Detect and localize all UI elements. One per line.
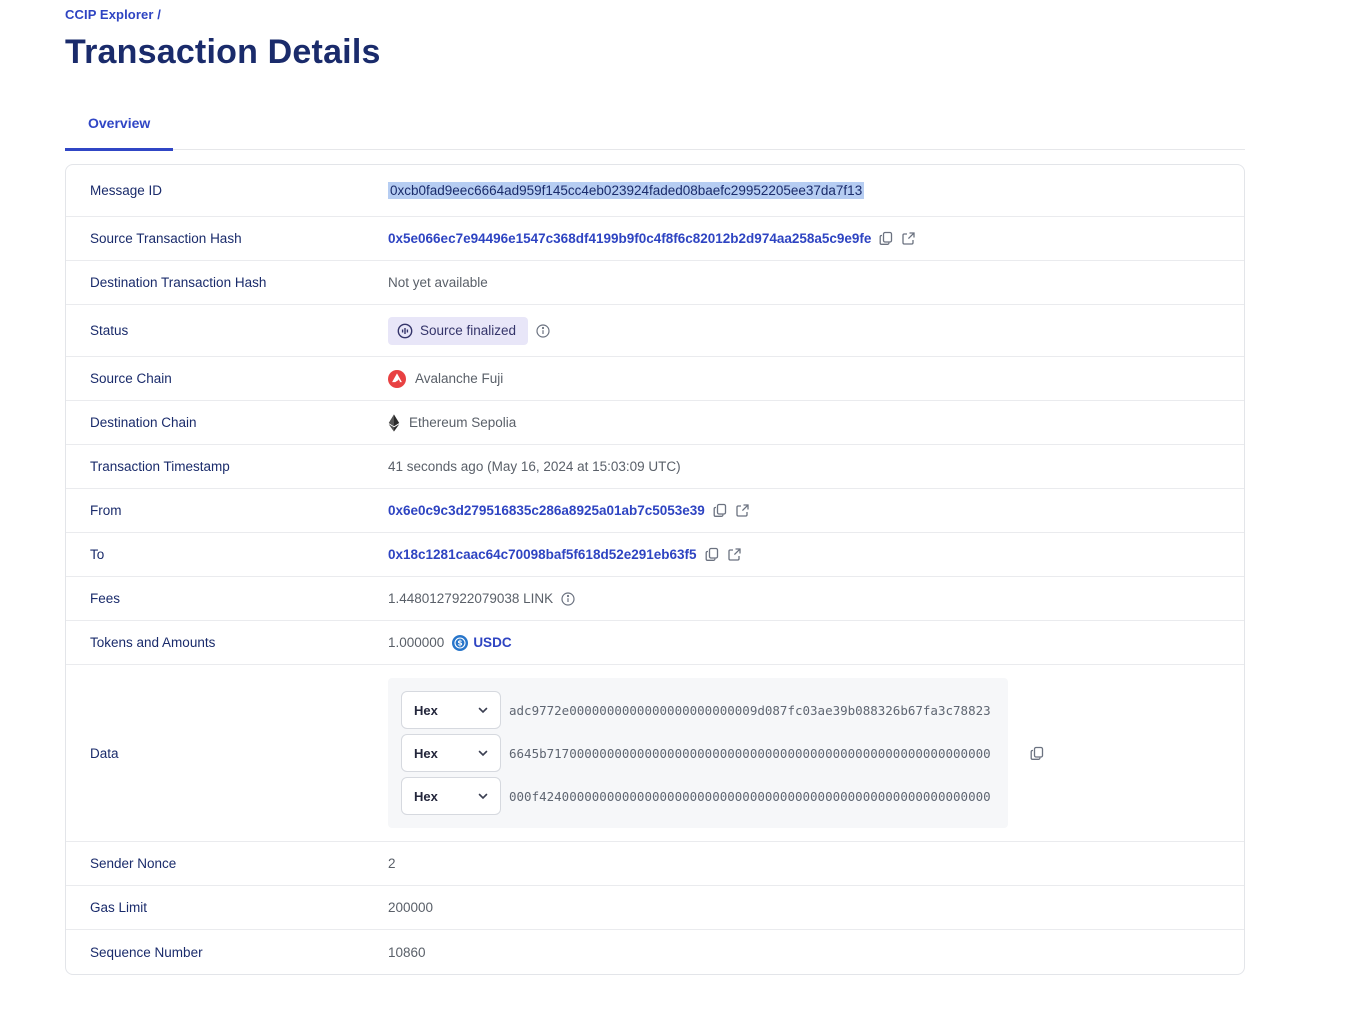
table-row-from: From 0x6e0c9c3d279516835c286a8925a01ab7c… xyxy=(66,489,1244,533)
gas-limit-value: 200000 xyxy=(388,900,434,915)
table-row-sender-nonce: Sender Nonce 2 xyxy=(66,842,1244,886)
token-amount: 1.000000 xyxy=(388,635,445,650)
table-row-dest-tx-hash: Destination Transaction Hash Not yet ava… xyxy=(66,261,1244,305)
chevron-down-icon xyxy=(478,750,488,757)
table-row-to: To 0x18c1281caac64c70098baf5f618d52e291e… xyxy=(66,533,1244,577)
tab-overview[interactable]: Overview xyxy=(65,115,174,151)
copy-icon[interactable] xyxy=(879,231,894,246)
page-title: Transaction Details xyxy=(65,33,381,71)
row-label: Status xyxy=(90,323,129,338)
dest-tx-hash-value: Not yet available xyxy=(388,275,488,290)
table-row-data: Data Hex adc9772e00000000000000000000000… xyxy=(66,665,1244,842)
data-hex-value: 000f424000000000000000000000000000000000… xyxy=(509,788,991,804)
data-hex-line: Hex 000f42400000000000000000000000000000… xyxy=(401,777,995,815)
row-label: Gas Limit xyxy=(90,900,148,915)
breadcrumb: CCIP Explorer / xyxy=(65,7,1245,22)
row-label: To xyxy=(90,547,105,562)
external-link-icon[interactable] xyxy=(736,504,749,517)
hex-encoding-select[interactable]: Hex xyxy=(401,691,501,729)
data-hex-line: Hex adc9772e0000000000000000000000009d08… xyxy=(401,691,995,729)
sender-nonce-value: 2 xyxy=(388,856,396,871)
external-link-icon[interactable] xyxy=(902,232,916,245)
from-address-link[interactable]: 0x6e0c9c3d279516835c286a8925a01ab7c5053e… xyxy=(388,503,705,518)
row-label: Message ID xyxy=(90,183,163,198)
row-label: Tokens and Amounts xyxy=(90,635,216,650)
row-label: Sequence Number xyxy=(90,944,203,960)
fees-value: 1.4480127922079038 LINK xyxy=(388,591,554,606)
hex-encoding-select[interactable]: Hex xyxy=(401,777,501,815)
progress-signal-icon xyxy=(397,323,413,339)
row-label: Data xyxy=(90,745,119,761)
row-label: Transaction Timestamp xyxy=(90,459,230,474)
copy-icon[interactable] xyxy=(713,503,728,518)
hex-encoding-value: Hex xyxy=(414,745,438,761)
table-row-tokens: Tokens and Amounts 1.000000 $ USDC xyxy=(66,621,1244,665)
hex-encoding-value: Hex xyxy=(414,788,438,804)
usdc-icon: $ xyxy=(452,634,469,651)
row-label: Source Chain xyxy=(90,371,172,386)
table-row-dest-chain: Destination Chain Ethereum Sepolia xyxy=(66,401,1244,445)
info-icon[interactable] xyxy=(561,591,575,606)
source-tx-hash-link[interactable]: 0x5e066ec7e94496e1547c368df4199b9f0c4f8f… xyxy=(388,231,872,246)
data-hex-line: Hex 6645b7170000000000000000000000000000… xyxy=(401,734,995,772)
row-label: Fees xyxy=(90,591,121,606)
table-row-timestamp: Transaction Timestamp 41 seconds ago (Ma… xyxy=(66,445,1244,489)
source-chain-name: Avalanche Fuji xyxy=(415,371,504,386)
table-row-source-tx-hash: Source Transaction Hash 0x5e066ec7e94496… xyxy=(66,217,1244,261)
data-hex-value: 6645b71700000000000000000000000000000000… xyxy=(509,745,991,761)
usdc-token-link[interactable]: $ USDC xyxy=(452,634,512,651)
sequence-number-value: 10860 xyxy=(388,944,426,960)
transaction-details-table: Message ID 0xcb0fad9eec6664ad959f145cc4e… xyxy=(65,164,1245,975)
info-icon[interactable] xyxy=(536,323,550,338)
ethereum-sepolia-icon xyxy=(388,414,400,432)
table-row-fees: Fees 1.4480127922079038 LINK xyxy=(66,577,1244,621)
message-id-value: 0xcb0fad9eec6664ad959f145cc4eb023924fade… xyxy=(388,182,865,199)
table-row-sequence-number: Sequence Number 10860 xyxy=(66,930,1244,974)
hex-encoding-value: Hex xyxy=(414,702,438,718)
tab-bar: Overview xyxy=(65,115,1245,151)
chevron-down-icon xyxy=(478,707,488,714)
hex-encoding-select[interactable]: Hex xyxy=(401,734,501,772)
data-hex-value: adc9772e0000000000000000000000009d087fc0… xyxy=(509,702,991,718)
row-label: Destination Chain xyxy=(90,415,197,430)
row-label: From xyxy=(90,503,122,518)
copy-icon[interactable] xyxy=(705,547,720,562)
data-hex-panel: Hex adc9772e0000000000000000000000009d08… xyxy=(388,678,1008,828)
row-label: Destination Transaction Hash xyxy=(90,275,267,290)
chevron-down-icon xyxy=(478,793,488,800)
table-row-gas-limit: Gas Limit 200000 xyxy=(66,886,1244,930)
status-badge-label: Source finalized xyxy=(420,323,517,338)
breadcrumb-link-ccip-explorer[interactable]: CCIP Explorer xyxy=(65,7,154,22)
row-label: Sender Nonce xyxy=(90,856,177,871)
usdc-token-label: USDC xyxy=(473,635,512,650)
dest-chain-name: Ethereum Sepolia xyxy=(409,415,517,430)
transaction-details-page: CCIP Explorer / Transaction Details Over… xyxy=(65,7,1245,975)
table-row-source-chain: Source Chain Avalanche Fuji xyxy=(66,357,1244,401)
to-address-link[interactable]: 0x18c1281caac64c70098baf5f618d52e291eb63… xyxy=(388,547,697,562)
status-badge: Source finalized xyxy=(388,316,529,345)
copy-icon[interactable] xyxy=(1030,746,1045,761)
external-link-icon[interactable] xyxy=(727,548,741,561)
table-row-message-id: Message ID 0xcb0fad9eec6664ad959f145cc4e… xyxy=(66,165,1244,217)
svg-text:$: $ xyxy=(458,638,463,647)
row-label: Source Transaction Hash xyxy=(90,231,242,246)
timestamp-value: 41 seconds ago (May 16, 2024 at 15:03:09… xyxy=(388,459,681,474)
table-row-status: Status Source finalized xyxy=(66,305,1244,357)
breadcrumb-separator: / xyxy=(157,7,161,22)
avalanche-fuji-icon xyxy=(388,369,406,388)
